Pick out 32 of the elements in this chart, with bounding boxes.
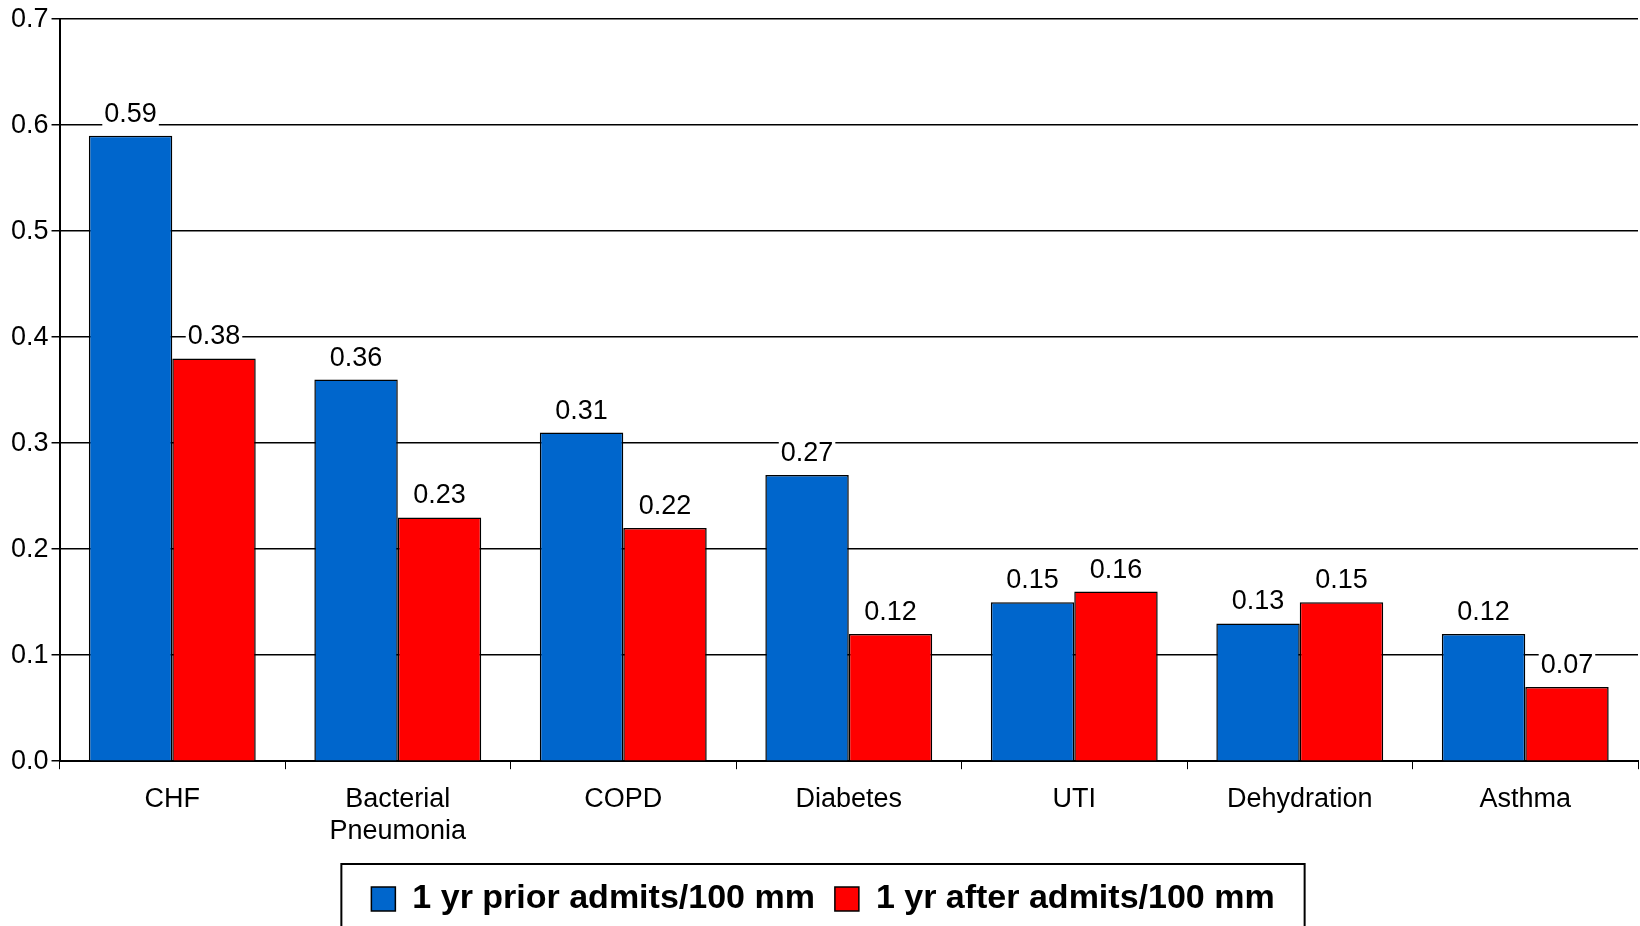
x-tick-label: Dehydration [1226, 782, 1373, 813]
category-label: Pneumonia [329, 815, 467, 846]
y-tick-label: 0.1 [10, 638, 49, 669]
data-label: 0.16 [1089, 553, 1143, 584]
y-tick-label: 0.5 [10, 214, 49, 245]
data-label: 0.07 [1540, 648, 1594, 679]
y-tick-label: 0.4 [10, 320, 49, 351]
y-tick-label: 0.6 [10, 108, 49, 139]
data-label: 0.27 [780, 436, 834, 467]
data-label: 0.15 [1315, 564, 1368, 595]
x-tick-label: Diabetes [795, 782, 903, 813]
y-tick-label: 0.7 [10, 2, 49, 33]
data-label: 0.38 [187, 320, 241, 351]
data-label: 0.31 [555, 394, 608, 425]
data-label: 0.59 [104, 97, 157, 128]
legend-label: 1 yr prior admits/100 mm [412, 877, 815, 916]
x-tick-label: Asthma [1479, 782, 1572, 813]
y-tick-label: 0.2 [10, 532, 49, 563]
data-label: 0.22 [638, 489, 692, 520]
legend-label: 1 yr after admits/100 mm [875, 877, 1275, 916]
y-tick-label: 0.3 [10, 426, 49, 457]
category-label: Bacterial [345, 782, 451, 813]
x-tick-label: COPD [584, 782, 663, 813]
data-label: 0.36 [329, 341, 383, 372]
data-label: 0.15 [1006, 564, 1059, 595]
data-label: 0.12 [1457, 595, 1510, 626]
data-label: 0.12 [864, 595, 917, 626]
x-tick-label: CHF [144, 782, 201, 813]
x-tick-label: UTI [1052, 782, 1097, 813]
data-label: 0.23 [413, 479, 466, 510]
y-tick-label: 0.0 [10, 744, 49, 775]
data-label: 0.13 [1231, 585, 1285, 616]
